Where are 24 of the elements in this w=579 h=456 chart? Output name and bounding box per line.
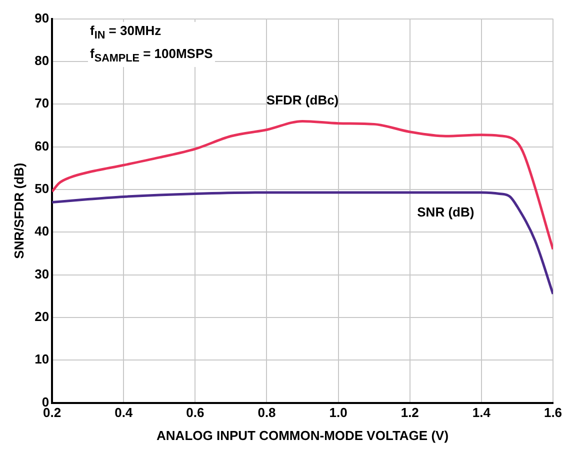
y-tick-label: 60 [34,138,50,154]
y-tick-label: 40 [34,224,50,239]
x-tick-label: 0.8 [258,405,276,420]
x-tick-label: 0.4 [114,405,134,420]
y-tick-label: 70 [34,96,50,111]
x-tick-label: 1.0 [329,405,348,420]
x-axis-title: ANALOG INPUT COMMON-MODE VOLTAGE (V) [156,428,449,443]
x-tick-label: 1.6 [544,405,562,420]
x-tick-label: 1.2 [400,405,419,420]
y-tick-label: 10 [34,352,50,367]
y-tick-label: 20 [34,309,50,324]
x-tick-label: 1.4 [472,405,492,420]
y-axis-title: SNR/SFDR (dB) [11,162,26,259]
series-label: SFDR (dBc) [266,92,339,108]
annotation: f$_{IN}$ = 30MHz [90,22,162,44]
x-tick-label: 0.6 [186,405,204,420]
line-series [52,191,553,296]
series-label: SNR (dB) [417,204,474,220]
y-tick-label: 80 [34,53,50,68]
y-tick-label: 90 [34,10,50,26]
annotation: f$_{SAMPLE}$ = 100MSPS [90,44,213,66]
y-tick-label: 30 [34,266,50,282]
line-series [52,120,553,250]
y-tick-label: 50 [34,181,50,196]
